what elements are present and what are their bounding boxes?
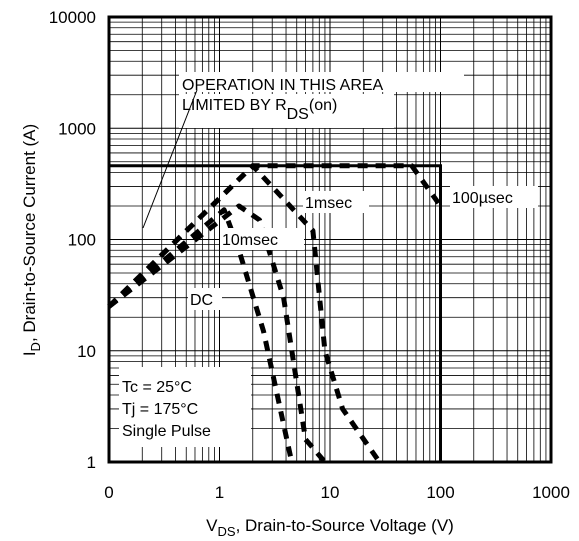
label-100us-bg xyxy=(450,186,538,208)
label-10ms: 10msec xyxy=(222,232,278,249)
x-tick-label: 1 xyxy=(215,483,224,502)
label-dc-bg xyxy=(188,288,222,310)
x-tick-label: 1000 xyxy=(532,483,570,502)
label-10ms-bg xyxy=(220,228,304,250)
y-tick-label: 10 xyxy=(77,342,96,361)
label-dc: DC xyxy=(190,292,213,309)
y-tick-label: 10000 xyxy=(49,8,96,27)
chart-series xyxy=(107,163,443,464)
condition-pulse: Single Pulse xyxy=(122,423,211,440)
operation-area-line1: OPERATION IN THIS AREA xyxy=(182,77,384,94)
operation-area-line2: LIMITED BY RDS(on) xyxy=(182,97,337,123)
series-line-100usec xyxy=(107,163,443,309)
operation-leader-line xyxy=(142,89,198,229)
y-tick-label: 1000 xyxy=(58,119,96,138)
label-backgrounds xyxy=(179,72,538,310)
x-tick-label: 0 xyxy=(104,483,113,502)
condition-tc: Tc = 25°C xyxy=(122,379,192,396)
x-axis-title: VDS, Drain-to-Source Voltage (V) xyxy=(206,516,454,539)
y-axis-title: ID, Drain-to-Source Current (A) xyxy=(20,124,43,356)
plot-frame xyxy=(107,15,553,464)
series-line-10msec xyxy=(107,203,327,464)
label-1ms: 1msec xyxy=(305,195,352,212)
label-100us: 100µsec xyxy=(452,190,513,207)
operation-label-bg-1 xyxy=(179,72,464,92)
y-tick-label: 100 xyxy=(68,231,96,250)
y-tick-label: 1 xyxy=(87,453,96,472)
x-tick-label: 10 xyxy=(321,483,340,502)
x-tick-label: 100 xyxy=(426,483,454,502)
label-1ms-bg xyxy=(303,191,369,213)
operation-label-bg-2 xyxy=(179,94,394,128)
series-line-1msec xyxy=(107,163,382,464)
soa-boundary xyxy=(109,164,442,462)
conditions-box-bg xyxy=(119,367,251,447)
condition-tj: Tj = 175°C xyxy=(122,401,198,418)
